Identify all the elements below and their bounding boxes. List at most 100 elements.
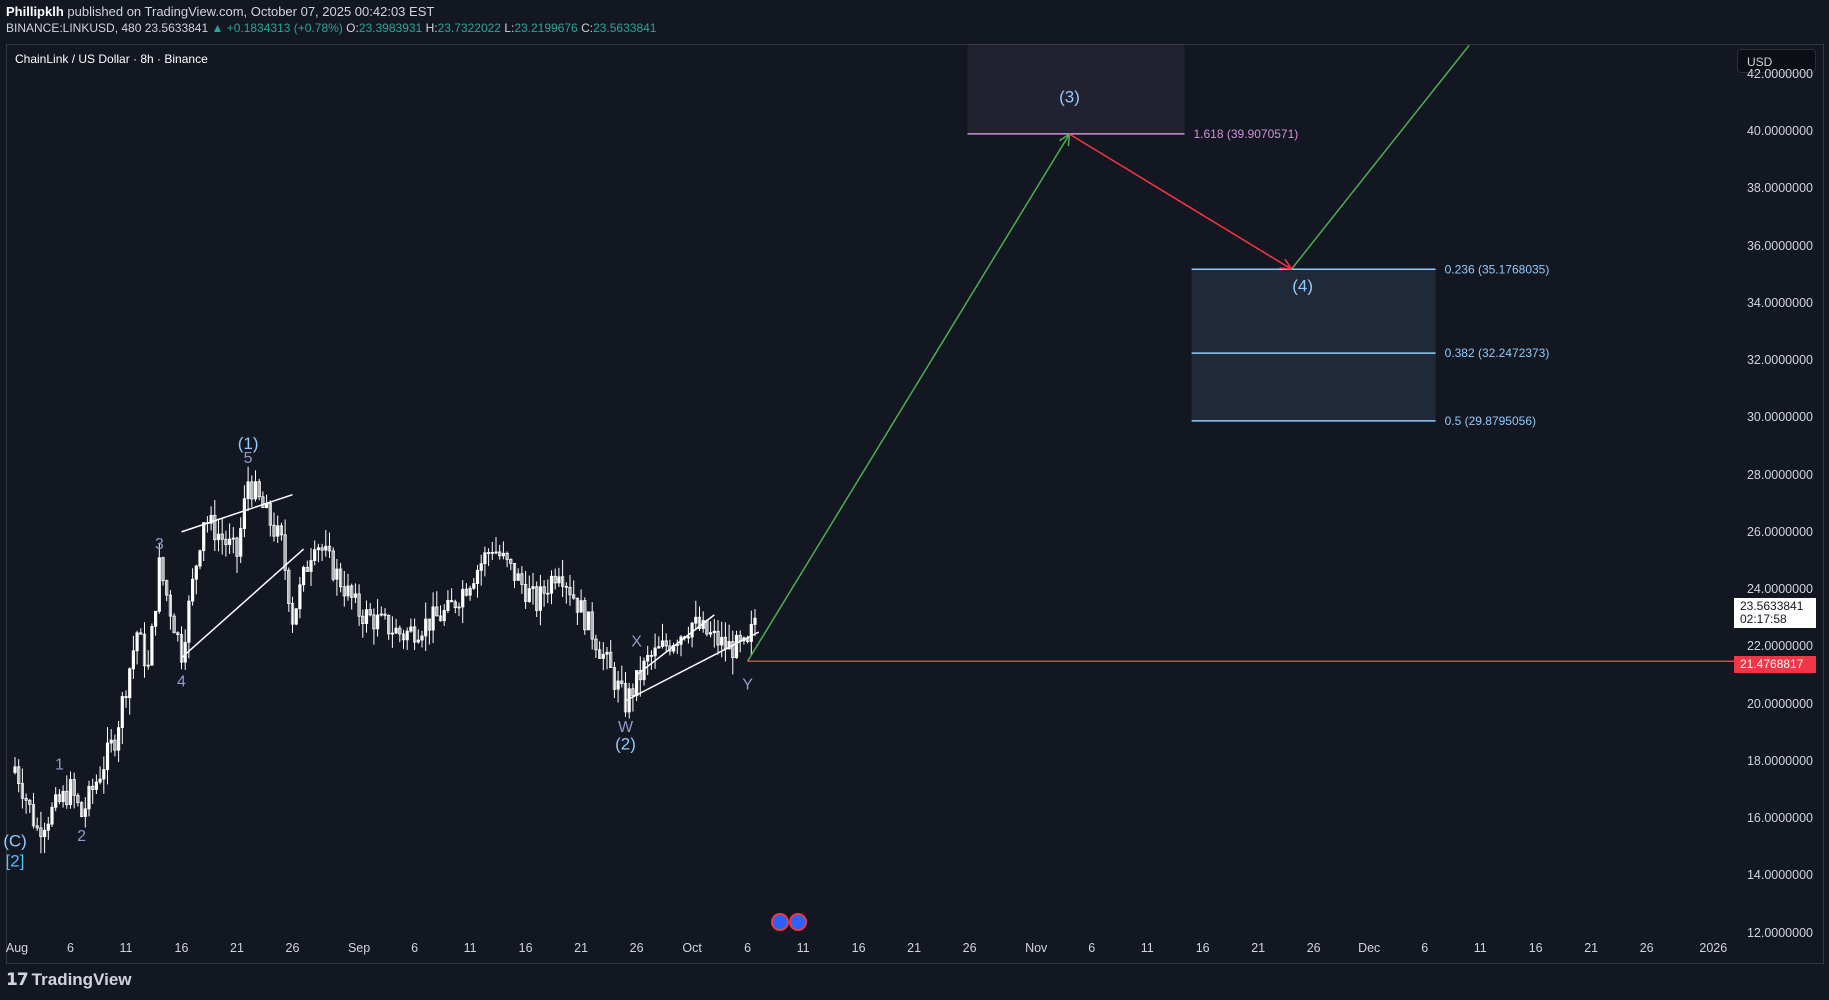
wave-label: W xyxy=(618,719,634,736)
candle-body xyxy=(94,781,98,790)
candle-body xyxy=(31,804,36,827)
candle-body xyxy=(553,575,557,584)
candle-body xyxy=(87,785,91,810)
candle-body xyxy=(409,626,413,632)
candle-body xyxy=(660,640,665,647)
current-price-label: 23.5633841 02:17:58 xyxy=(1734,598,1816,628)
candle-body xyxy=(357,593,361,617)
price-tick-label: 26.0000000 xyxy=(1746,524,1813,539)
candle-body xyxy=(105,742,110,770)
time-tick-label: 11 xyxy=(463,941,477,955)
candle-body xyxy=(172,615,176,634)
candle-body xyxy=(697,616,702,629)
candle-body xyxy=(501,552,506,557)
candle-body xyxy=(224,538,228,545)
us-flag-icon xyxy=(789,913,807,931)
candle-body xyxy=(368,609,372,616)
time-tick-label: 26 xyxy=(1306,941,1321,955)
candle-body xyxy=(431,606,435,631)
current-price-value: 23.5633841 xyxy=(1740,599,1804,613)
candle-body xyxy=(609,651,613,668)
candle-body xyxy=(361,615,365,624)
correction-arrow xyxy=(1069,133,1292,270)
candle-body xyxy=(598,649,602,659)
tradingview-brand[interactable]: 𝟭𝟳 TradingView xyxy=(6,970,132,990)
candle-body xyxy=(294,608,298,625)
price-tick-label: 12.0000000 xyxy=(1746,925,1813,940)
candle-body xyxy=(620,680,624,684)
candle-body xyxy=(627,688,631,713)
candle-body xyxy=(102,769,106,780)
pattern-trendline xyxy=(625,631,760,702)
candle-body xyxy=(213,514,217,541)
time-tick-label: 6 xyxy=(1088,941,1096,955)
candle-body xyxy=(190,578,195,602)
last-price: 23.5633841 xyxy=(144,21,209,35)
candle-body xyxy=(564,585,568,588)
price-tick-label: 42.0000000 xyxy=(1746,67,1813,81)
candle-body xyxy=(586,611,591,631)
candle-body xyxy=(612,667,617,690)
price-tick-label: 16.0000000 xyxy=(1746,811,1813,826)
candle-body xyxy=(153,610,158,627)
open-value: 23.3983931 xyxy=(358,21,423,35)
pattern-trendline xyxy=(181,548,305,659)
candle-body xyxy=(494,551,498,554)
wave-label: 5 xyxy=(244,450,253,467)
publish-info: Phillipklh published on TradingView.com,… xyxy=(6,4,434,19)
candle-body xyxy=(165,580,169,596)
candle-body xyxy=(57,794,62,802)
wave-label: 4 xyxy=(177,673,186,690)
chart-pane[interactable] xyxy=(6,44,1824,964)
candle-body xyxy=(424,618,428,637)
candle-body xyxy=(516,573,520,581)
candle-body xyxy=(638,670,642,681)
price-tick-label: 28.0000000 xyxy=(1746,467,1813,482)
candle-body xyxy=(575,597,580,613)
fib-retracement-zone xyxy=(1191,269,1436,421)
fib-level-label: 0.5 (29.8795056) xyxy=(1445,414,1536,428)
author-name[interactable]: Phillipklh xyxy=(6,4,64,19)
candle-body xyxy=(657,646,661,649)
low-label: L: xyxy=(504,21,515,35)
low-value: 23.2199676 xyxy=(514,21,578,35)
price-tick-label: 24.0000000 xyxy=(1746,582,1813,597)
price-tick-label: 32.0000000 xyxy=(1746,353,1813,368)
impulse-arrow-head xyxy=(1059,133,1070,142)
candle-body xyxy=(168,594,172,617)
candle-body xyxy=(161,557,165,582)
candle-body xyxy=(43,829,47,838)
candle-body xyxy=(468,587,472,596)
candle-body xyxy=(350,585,354,598)
candle-body xyxy=(39,827,43,838)
candle-body xyxy=(686,636,691,639)
candle-body xyxy=(486,552,491,554)
candle-body xyxy=(109,739,113,744)
candle-body xyxy=(727,641,731,650)
candle-body xyxy=(649,654,654,657)
time-tick-label: Aug xyxy=(5,941,29,955)
ohlc-bar: BINANCE:LINKUSD, 480 23.5633841 ▲ +0.183… xyxy=(6,21,656,35)
currency-button[interactable]: USD xyxy=(1737,49,1816,73)
candle-body xyxy=(290,603,295,625)
candle-body xyxy=(20,783,25,799)
candle-body xyxy=(331,550,335,580)
candle-body xyxy=(305,566,309,572)
candle-body xyxy=(338,568,343,588)
candle-body xyxy=(187,600,191,643)
candle-body xyxy=(631,688,635,697)
candle-body xyxy=(394,627,398,634)
candle-body xyxy=(449,600,454,603)
time-tick-label: Nov xyxy=(1025,941,1048,955)
candle-body xyxy=(557,576,561,584)
candle-body xyxy=(524,584,528,602)
time-tick-label: 21 xyxy=(1584,941,1599,955)
candle-body xyxy=(509,558,513,564)
wave-label: 2 xyxy=(77,828,86,845)
candle-body xyxy=(427,618,432,631)
candle-body xyxy=(35,825,39,829)
candle-body xyxy=(505,552,509,560)
bar-countdown: 02:17:58 xyxy=(1740,612,1787,626)
price-tick-label: 14.0000000 xyxy=(1746,868,1813,883)
